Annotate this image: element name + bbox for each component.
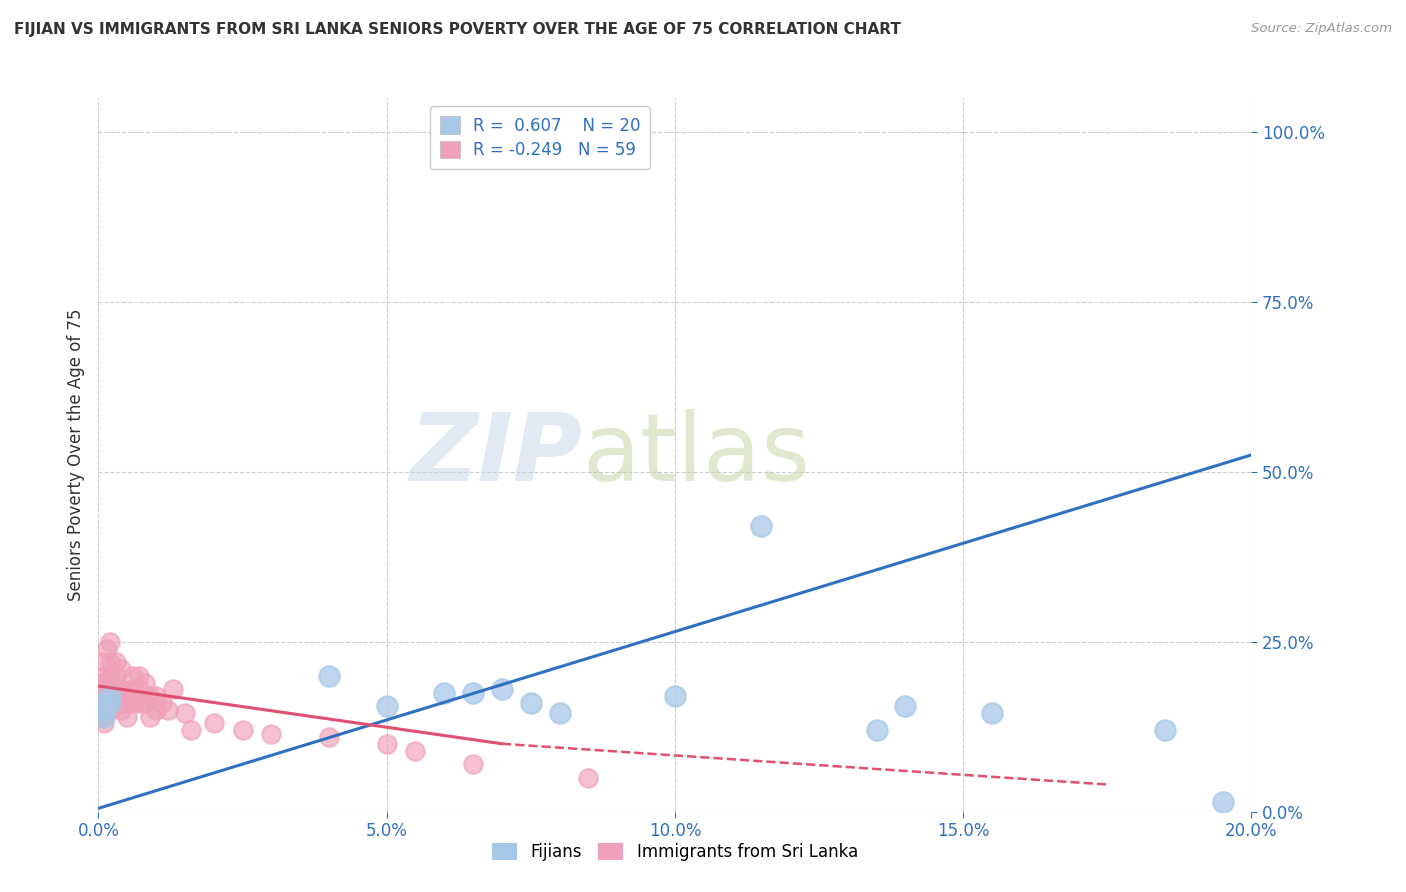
Point [1153, 723, 1175, 738]
Legend: Fijians, Immigrants from Sri Lanka: Fijians, Immigrants from Sri Lanka [485, 836, 865, 868]
Point [90, 689, 112, 703]
Point [174, 706, 197, 721]
Point [110, 682, 132, 697]
Point [433, 686, 456, 700]
Point [98, 682, 121, 697]
Point [110, 703, 132, 717]
Point [93, 716, 115, 731]
Point [117, 709, 138, 723]
Point [375, 737, 398, 751]
Point [150, 696, 173, 710]
Point [1212, 795, 1234, 809]
Point [93, 709, 115, 723]
Point [90, 696, 112, 710]
Point [98, 669, 121, 683]
Point [162, 682, 184, 697]
Point [375, 699, 398, 714]
Point [110, 662, 132, 676]
Point [318, 669, 340, 683]
Point [156, 703, 179, 717]
Text: Source: ZipAtlas.com: Source: ZipAtlas.com [1251, 22, 1392, 36]
Point [93, 669, 115, 683]
Point [578, 771, 600, 785]
Point [128, 669, 150, 683]
Point [93, 689, 115, 703]
Point [98, 696, 121, 710]
Point [260, 726, 283, 740]
Point [751, 519, 773, 533]
Point [117, 696, 138, 710]
Text: FIJIAN VS IMMIGRANTS FROM SRI LANKA SENIORS POVERTY OVER THE AGE OF 75 CORRELATI: FIJIAN VS IMMIGRANTS FROM SRI LANKA SENI… [14, 22, 901, 37]
Point [93, 655, 115, 669]
Point [90, 709, 112, 723]
Point [93, 696, 115, 710]
Point [866, 723, 889, 738]
Point [110, 696, 132, 710]
Point [122, 696, 145, 710]
Point [104, 696, 127, 710]
Point [90, 675, 112, 690]
Point [139, 689, 162, 703]
Point [145, 703, 167, 717]
Point [145, 689, 167, 703]
Point [90, 703, 112, 717]
Point [98, 655, 121, 669]
Point [894, 699, 917, 714]
Point [461, 686, 484, 700]
Point [981, 706, 1004, 721]
Point [93, 699, 115, 714]
Point [98, 696, 121, 710]
Point [122, 682, 145, 697]
Point [180, 723, 202, 738]
Point [93, 682, 115, 697]
Point [104, 682, 127, 697]
Point [93, 699, 115, 714]
Point [128, 696, 150, 710]
Point [134, 696, 156, 710]
Point [139, 709, 162, 723]
Point [93, 703, 115, 717]
Point [93, 696, 115, 710]
Point [104, 669, 127, 683]
Point [98, 635, 121, 649]
Point [548, 706, 571, 721]
Text: ZIP: ZIP [409, 409, 582, 501]
Point [90, 682, 112, 697]
Point [491, 682, 513, 697]
Point [318, 730, 340, 744]
Point [90, 699, 112, 714]
Point [520, 696, 543, 710]
Text: atlas: atlas [582, 409, 811, 501]
Point [202, 716, 225, 731]
Point [134, 675, 156, 690]
Point [231, 723, 254, 738]
Point [104, 689, 127, 703]
Point [128, 682, 150, 697]
Point [405, 743, 427, 757]
Point [664, 689, 686, 703]
Point [96, 641, 118, 656]
Point [98, 703, 121, 717]
Point [117, 689, 138, 703]
Point [104, 655, 127, 669]
Point [98, 689, 121, 703]
Y-axis label: Seniors Poverty Over the Age of 75: Seniors Poverty Over the Age of 75 [66, 309, 84, 601]
Point [122, 669, 145, 683]
Point [93, 709, 115, 723]
Point [461, 757, 484, 772]
